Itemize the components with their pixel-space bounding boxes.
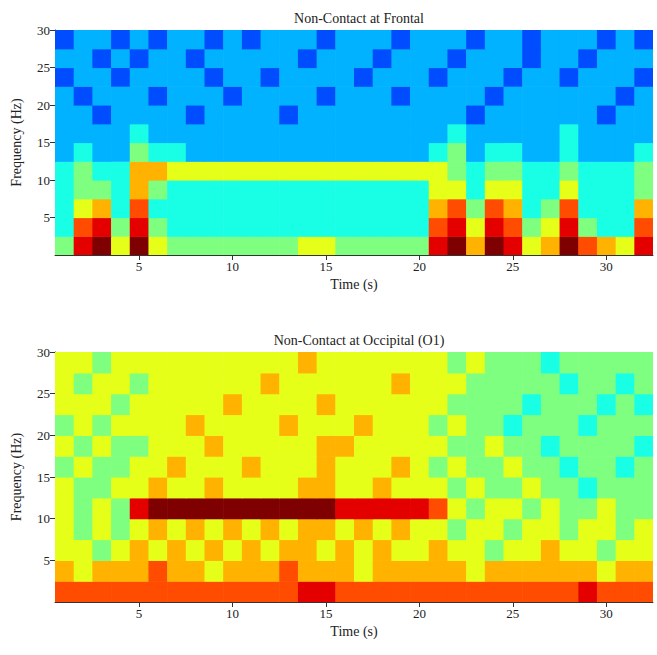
svg-text:25: 25 [37,386,50,401]
svg-text:20: 20 [413,259,426,274]
svg-text:30: 30 [600,606,613,621]
svg-text:15: 15 [37,470,50,485]
svg-text:10: 10 [37,173,50,188]
svg-text:25: 25 [506,606,519,621]
svg-text:30: 30 [600,259,613,274]
svg-text:15: 15 [319,259,332,274]
svg-text:10: 10 [226,259,239,274]
svg-text:20: 20 [37,428,50,443]
svg-text:30: 30 [37,23,50,38]
svg-text:25: 25 [37,60,50,75]
svg-text:Frequency (Hz): Frequency (Hz) [9,98,25,187]
svg-text:15: 15 [37,135,50,150]
svg-text:Frequency (Hz): Frequency (Hz) [9,433,25,522]
svg-text:20: 20 [413,606,426,621]
svg-text:5: 5 [44,210,51,225]
svg-text:Non-Contact at Occipital (O1): Non-Contact at Occipital (O1) [274,333,445,349]
svg-text:5: 5 [136,606,143,621]
svg-text:15: 15 [319,606,332,621]
svg-text:10: 10 [37,511,50,526]
svg-text:25: 25 [506,259,519,274]
svg-text:10: 10 [226,606,239,621]
svg-text:30: 30 [37,345,50,360]
svg-text:5: 5 [136,259,143,274]
svg-text:Non-Contact at Frontal: Non-Contact at Frontal [294,11,424,26]
svg-text:Time (s): Time (s) [330,277,378,293]
svg-text:5: 5 [44,553,51,568]
svg-text:Time (s): Time (s) [330,624,378,640]
svg-text:20: 20 [37,98,50,113]
